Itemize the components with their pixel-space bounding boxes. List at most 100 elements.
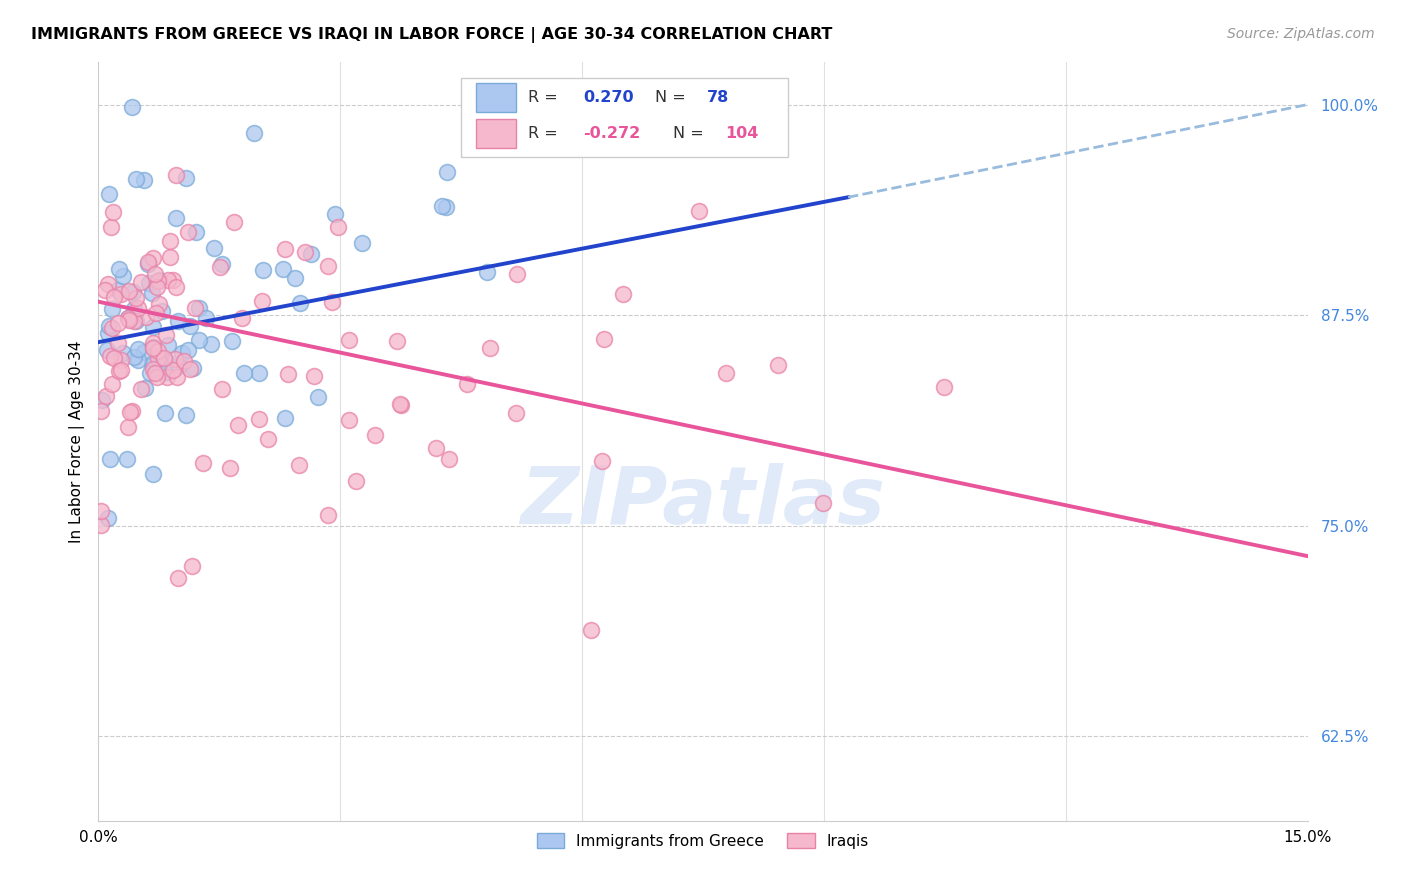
Point bbox=[117, 310, 139, 325]
Point bbox=[100, 302, 122, 317]
Point bbox=[117, 311, 139, 326]
Point bbox=[209, 260, 232, 274]
Point bbox=[134, 381, 156, 395]
Point bbox=[277, 367, 299, 381]
Point bbox=[436, 200, 458, 214]
Point bbox=[813, 496, 835, 510]
Point bbox=[211, 257, 233, 271]
Point bbox=[134, 344, 156, 359]
Point bbox=[143, 366, 166, 380]
Point bbox=[299, 246, 322, 260]
Point bbox=[257, 432, 280, 446]
Point bbox=[592, 332, 614, 346]
Point bbox=[173, 353, 195, 368]
Point bbox=[141, 357, 163, 371]
Point bbox=[111, 269, 134, 284]
Point bbox=[97, 326, 120, 340]
Point bbox=[155, 328, 177, 343]
Point bbox=[200, 337, 222, 351]
Text: N =: N = bbox=[655, 90, 690, 105]
Point bbox=[142, 362, 165, 376]
Point bbox=[110, 352, 132, 367]
Point bbox=[288, 296, 311, 310]
Point bbox=[125, 291, 148, 305]
Point bbox=[364, 428, 387, 442]
Point bbox=[243, 126, 266, 140]
Point bbox=[174, 408, 197, 422]
Point bbox=[166, 370, 188, 384]
Point bbox=[101, 205, 124, 219]
Point bbox=[274, 242, 297, 256]
Point bbox=[141, 286, 163, 301]
Point bbox=[437, 451, 460, 466]
Text: Source: ZipAtlas.com: Source: ZipAtlas.com bbox=[1227, 27, 1375, 41]
Point bbox=[125, 172, 148, 186]
FancyBboxPatch shape bbox=[475, 83, 516, 112]
Point bbox=[129, 275, 152, 289]
Point bbox=[101, 376, 124, 391]
Point bbox=[142, 251, 165, 265]
FancyBboxPatch shape bbox=[475, 119, 516, 148]
Point bbox=[138, 277, 160, 291]
Point bbox=[388, 397, 411, 411]
Point bbox=[150, 363, 173, 377]
Point bbox=[108, 364, 131, 378]
Point bbox=[107, 336, 129, 351]
Text: 0.270: 0.270 bbox=[583, 90, 634, 105]
Point bbox=[274, 410, 297, 425]
Point bbox=[321, 295, 343, 310]
Point bbox=[932, 380, 955, 394]
Point bbox=[156, 338, 179, 352]
Point bbox=[430, 199, 453, 213]
Point bbox=[316, 259, 339, 273]
Y-axis label: In Labor Force | Age 30-34: In Labor Force | Age 30-34 bbox=[69, 340, 84, 543]
Text: 78: 78 bbox=[707, 90, 728, 105]
Point bbox=[100, 220, 122, 235]
Point bbox=[181, 360, 204, 375]
Point bbox=[127, 342, 149, 356]
Point bbox=[103, 351, 125, 365]
Point bbox=[179, 361, 201, 376]
Text: IMMIGRANTS FROM GREECE VS IRAQI IN LABOR FORCE | AGE 30-34 CORRELATION CHART: IMMIGRANTS FROM GREECE VS IRAQI IN LABOR… bbox=[31, 27, 832, 43]
Point bbox=[110, 286, 132, 301]
Point bbox=[172, 345, 194, 359]
Point bbox=[98, 318, 121, 333]
Point bbox=[148, 296, 170, 310]
Point bbox=[136, 257, 159, 271]
Point bbox=[641, 97, 664, 112]
Text: R =: R = bbox=[527, 90, 562, 105]
Point bbox=[475, 265, 498, 279]
Point bbox=[505, 406, 527, 420]
Text: 104: 104 bbox=[724, 126, 758, 141]
Point bbox=[252, 263, 274, 277]
Point bbox=[176, 343, 198, 358]
Point bbox=[579, 624, 602, 638]
Point bbox=[165, 280, 187, 294]
Point bbox=[179, 319, 201, 334]
Point bbox=[103, 290, 125, 304]
Point bbox=[167, 314, 190, 328]
Point bbox=[98, 187, 121, 202]
Point bbox=[221, 334, 243, 349]
Point bbox=[155, 365, 177, 379]
Point bbox=[252, 293, 274, 308]
Point bbox=[142, 336, 165, 351]
Point bbox=[155, 353, 177, 368]
Point bbox=[150, 359, 173, 374]
Point bbox=[148, 351, 170, 366]
Text: N =: N = bbox=[672, 126, 709, 141]
Point bbox=[391, 399, 413, 413]
Point bbox=[129, 382, 152, 396]
Point bbox=[425, 441, 447, 455]
Point bbox=[156, 369, 179, 384]
Point bbox=[326, 220, 349, 235]
Point bbox=[339, 333, 361, 347]
Point bbox=[219, 461, 242, 475]
Text: R =: R = bbox=[527, 126, 562, 141]
Point bbox=[124, 350, 146, 364]
Point bbox=[287, 458, 309, 472]
Point bbox=[97, 277, 120, 292]
Point bbox=[522, 104, 544, 119]
Text: -0.272: -0.272 bbox=[583, 126, 641, 141]
Text: ZIPatlas: ZIPatlas bbox=[520, 463, 886, 541]
